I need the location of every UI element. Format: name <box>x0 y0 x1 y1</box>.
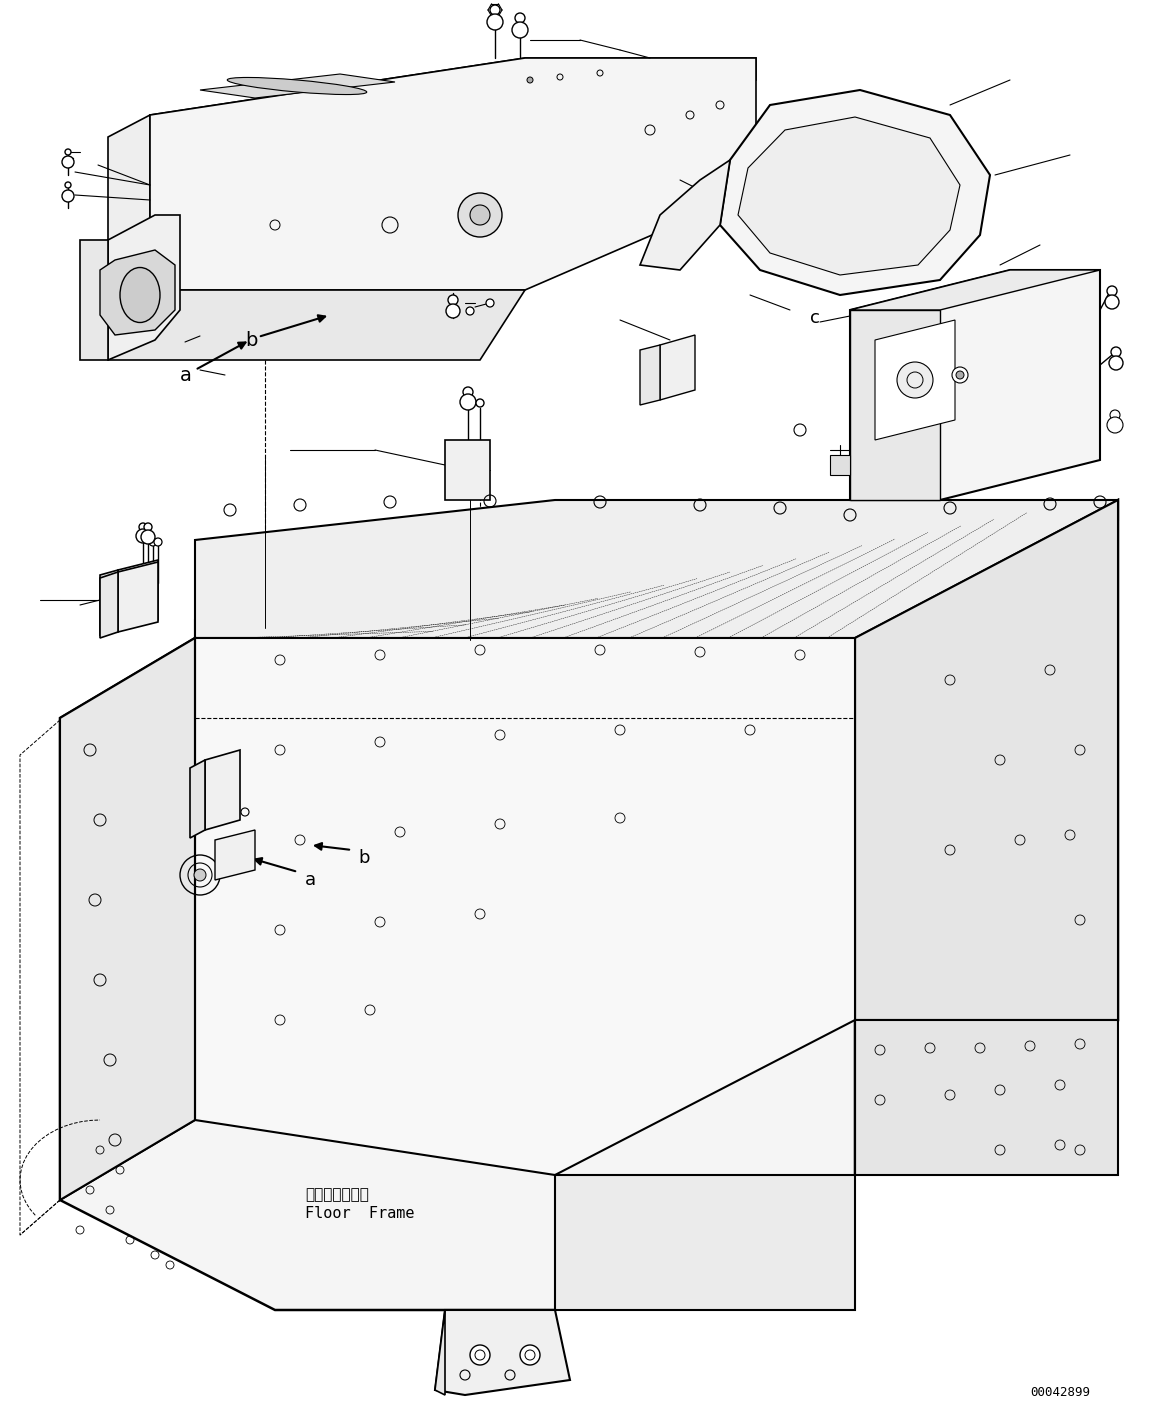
Text: b: b <box>245 331 257 349</box>
Polygon shape <box>150 58 756 290</box>
Polygon shape <box>205 750 240 830</box>
Circle shape <box>445 304 461 318</box>
Circle shape <box>476 399 484 407</box>
Circle shape <box>461 395 476 410</box>
Text: a: a <box>180 365 192 385</box>
Circle shape <box>956 371 964 379</box>
Circle shape <box>140 523 147 531</box>
Polygon shape <box>850 310 940 500</box>
Polygon shape <box>659 335 695 400</box>
Text: Floor  Frame: Floor Frame <box>305 1206 414 1220</box>
Polygon shape <box>117 562 158 633</box>
Polygon shape <box>60 638 195 1200</box>
Circle shape <box>65 149 71 155</box>
Circle shape <box>470 204 490 225</box>
Polygon shape <box>640 161 730 271</box>
Polygon shape <box>80 240 108 361</box>
Polygon shape <box>445 440 490 500</box>
Circle shape <box>458 193 502 237</box>
Circle shape <box>463 387 473 397</box>
Circle shape <box>62 156 74 168</box>
Circle shape <box>520 1346 540 1365</box>
Polygon shape <box>195 638 855 1175</box>
Polygon shape <box>108 216 180 361</box>
Circle shape <box>527 77 533 83</box>
Polygon shape <box>720 90 990 294</box>
Circle shape <box>1107 286 1116 296</box>
Circle shape <box>194 869 206 881</box>
Circle shape <box>490 6 500 15</box>
Polygon shape <box>435 1310 570 1395</box>
Circle shape <box>136 528 150 542</box>
Polygon shape <box>100 249 174 335</box>
Circle shape <box>1107 417 1123 433</box>
Circle shape <box>65 182 71 187</box>
Circle shape <box>794 424 806 435</box>
Circle shape <box>62 190 74 201</box>
Text: 00042899: 00042899 <box>1030 1385 1090 1399</box>
Circle shape <box>1105 294 1119 309</box>
Circle shape <box>149 538 157 547</box>
Circle shape <box>1111 347 1121 356</box>
Circle shape <box>470 1346 490 1365</box>
Text: a: a <box>305 871 316 889</box>
Circle shape <box>1110 356 1123 371</box>
Polygon shape <box>195 502 1118 640</box>
Polygon shape <box>830 455 850 475</box>
Polygon shape <box>855 500 1118 1020</box>
Circle shape <box>466 307 475 316</box>
Polygon shape <box>850 271 1100 500</box>
Circle shape <box>154 538 162 547</box>
Polygon shape <box>739 117 959 275</box>
Polygon shape <box>100 572 117 638</box>
Circle shape <box>515 13 525 23</box>
Polygon shape <box>190 759 205 838</box>
Circle shape <box>1110 410 1120 420</box>
Circle shape <box>448 294 458 304</box>
Text: c: c <box>809 309 820 327</box>
Polygon shape <box>60 640 195 1200</box>
Circle shape <box>144 523 152 531</box>
Polygon shape <box>100 571 117 635</box>
Circle shape <box>512 23 528 38</box>
Polygon shape <box>108 116 150 320</box>
Circle shape <box>952 366 968 383</box>
Polygon shape <box>108 290 525 361</box>
Ellipse shape <box>120 268 160 323</box>
Circle shape <box>141 530 155 544</box>
Circle shape <box>897 362 933 397</box>
Polygon shape <box>640 345 659 404</box>
Ellipse shape <box>227 77 366 94</box>
Polygon shape <box>855 1020 1118 1175</box>
Circle shape <box>486 299 494 307</box>
Polygon shape <box>195 500 1118 638</box>
Polygon shape <box>150 58 756 137</box>
Polygon shape <box>555 1175 855 1310</box>
Polygon shape <box>875 320 955 440</box>
Polygon shape <box>850 271 1100 310</box>
Circle shape <box>487 14 504 30</box>
Polygon shape <box>215 830 255 881</box>
Polygon shape <box>435 1310 445 1395</box>
Polygon shape <box>117 559 158 630</box>
Text: フロアフレーム: フロアフレーム <box>305 1188 369 1202</box>
Polygon shape <box>60 500 1118 1310</box>
Text: b: b <box>358 850 370 867</box>
Polygon shape <box>200 75 395 99</box>
